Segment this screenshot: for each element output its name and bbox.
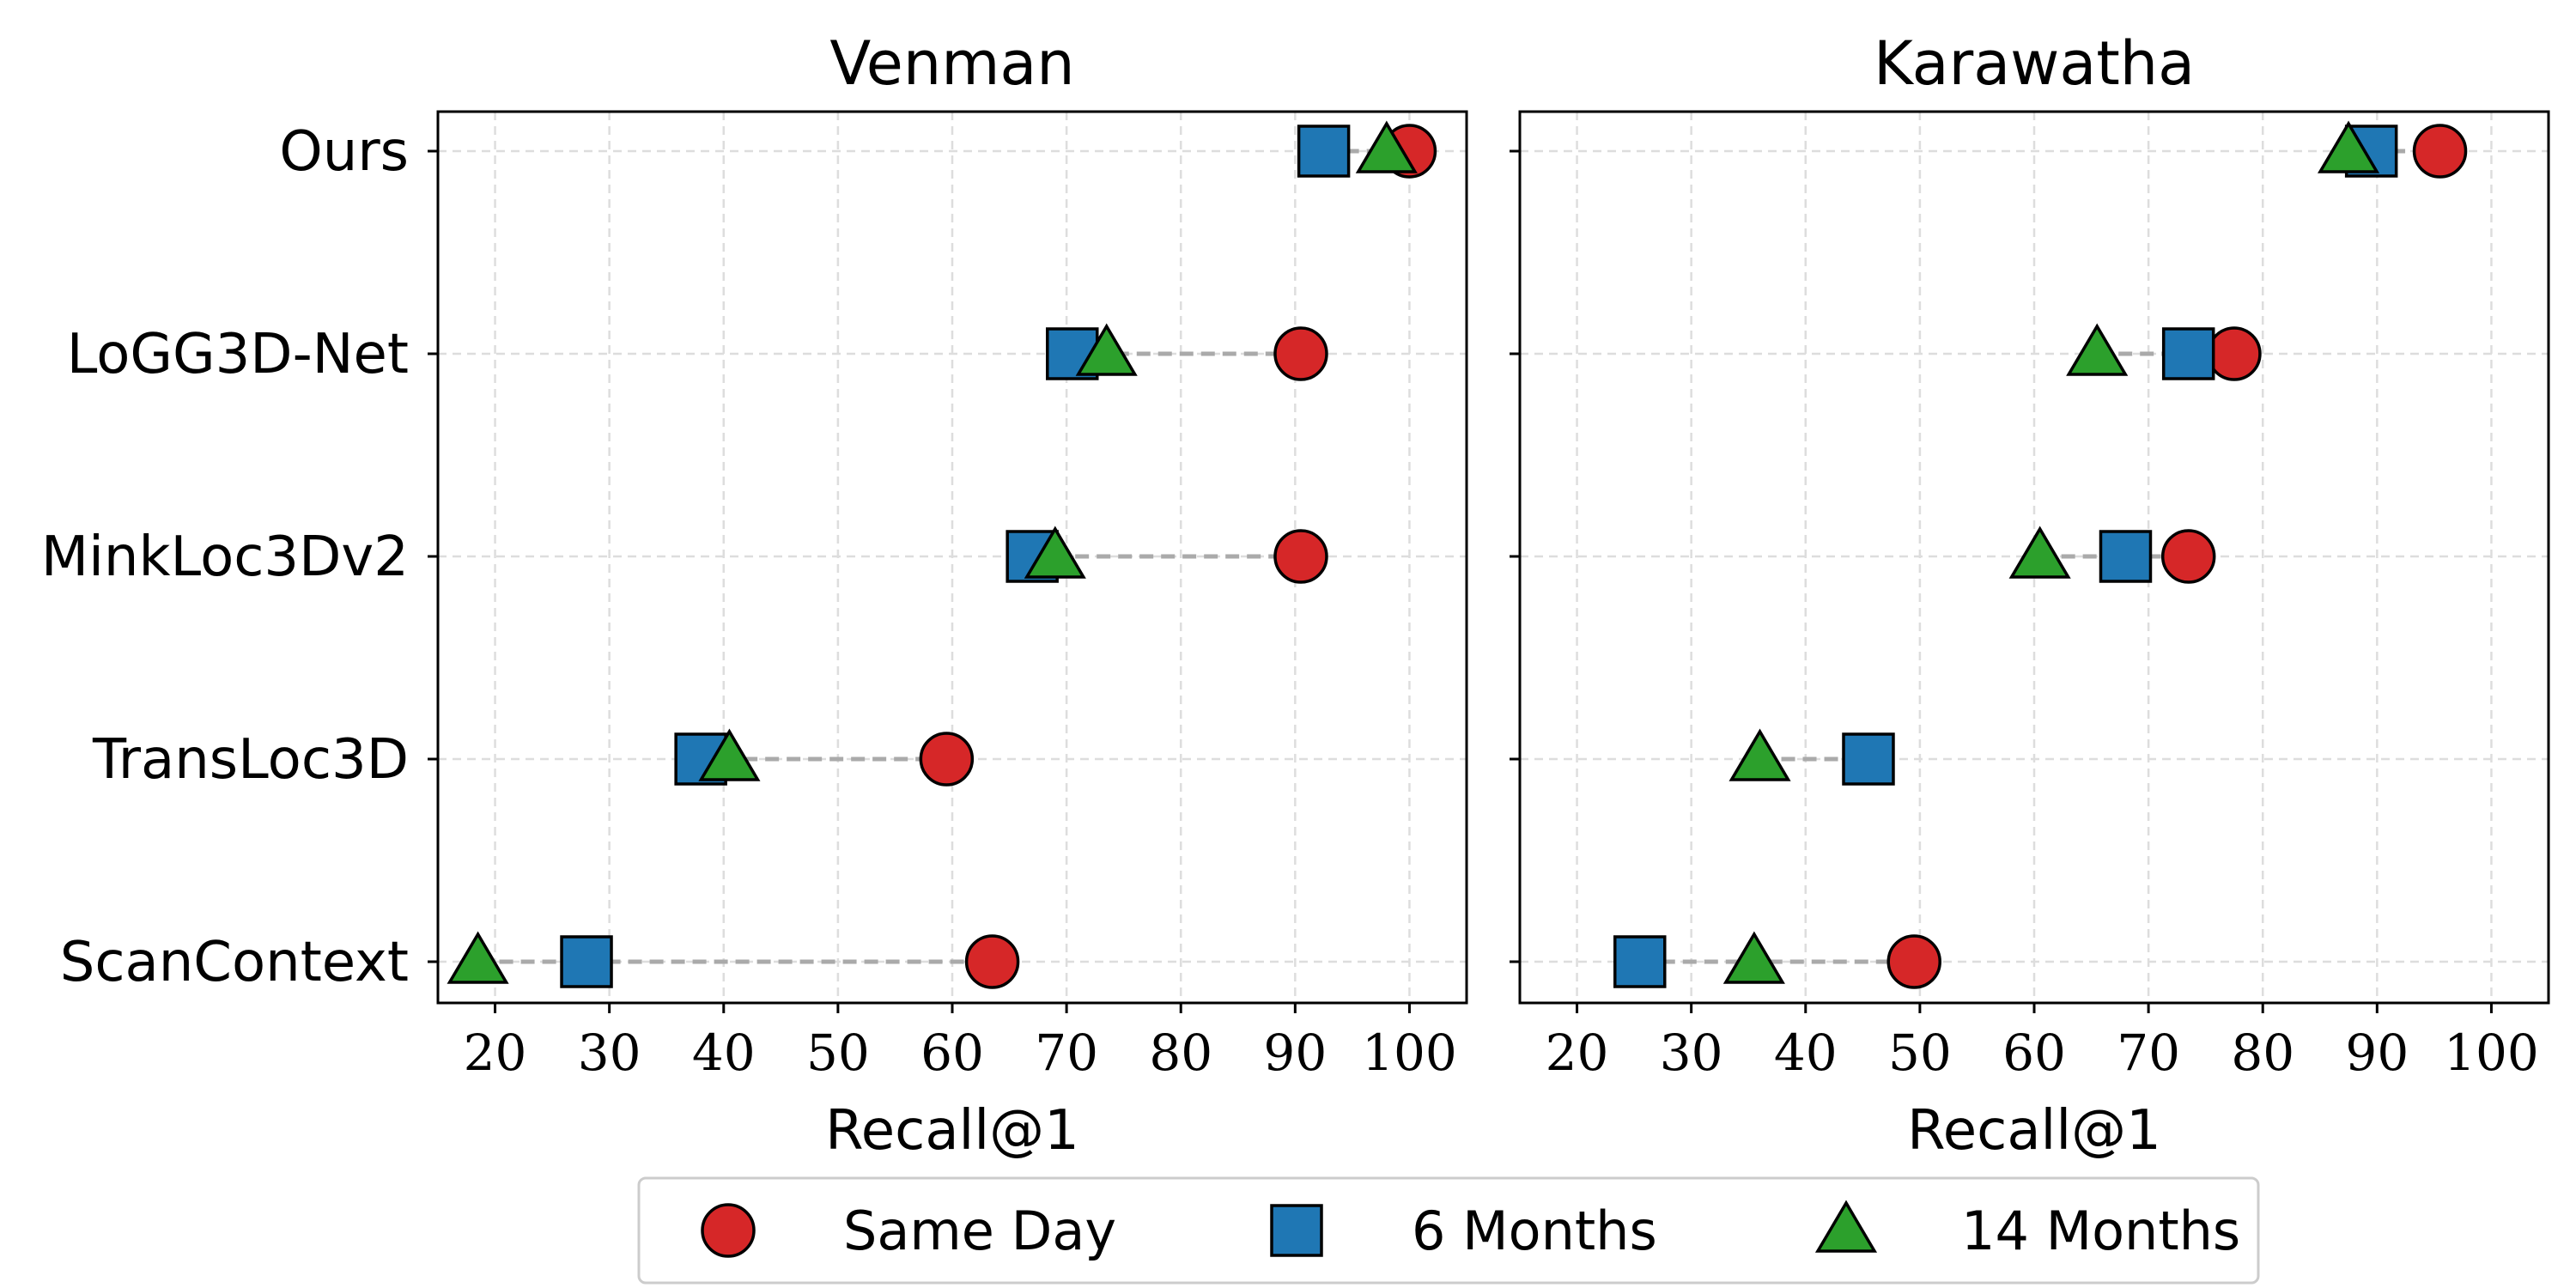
point-circle [1273, 326, 1328, 381]
point-circle [2412, 124, 2468, 179]
category-label: TransLoc3D [92, 728, 409, 792]
point-triangle [698, 728, 761, 781]
point-circle [964, 934, 1020, 989]
legend-box [637, 1176, 2260, 1285]
point-square [2161, 327, 2215, 380]
x-tick-label: 60 [2002, 1024, 2066, 1082]
point-triangle [447, 931, 509, 984]
x-tick-label: 20 [1546, 1024, 1609, 1082]
legend-label: Same Day [843, 1200, 1116, 1262]
x-tick-label: 100 [2444, 1024, 2539, 1082]
category-label: MinkLoc3Dv2 [41, 526, 409, 589]
panel-karawatha: 20 30 40 50 60 70 80 90 100 Karawatha Recall@1 [1510, 28, 2550, 1163]
point-square [2099, 530, 2153, 583]
x-tick-label: 50 [1888, 1024, 1952, 1082]
point-triangle [1024, 526, 1086, 579]
x-tick-label: 70 [1035, 1024, 1098, 1082]
x-tick-label: 100 [1362, 1024, 1457, 1082]
point-triangle [2066, 323, 2129, 376]
point-triangle [1355, 120, 1418, 173]
x-tick-label: 20 [464, 1024, 527, 1082]
x-tick-label: 80 [2231, 1024, 2294, 1082]
point-square [1297, 125, 1351, 178]
chart-title: Venman [829, 28, 1074, 99]
x-tick-label: 30 [578, 1024, 641, 1082]
legend-triangle-marker [1814, 1200, 1878, 1253]
x-tick-label: 40 [692, 1024, 756, 1082]
x-tick-label: 30 [1660, 1024, 1723, 1082]
legend: Same Day 6 Months 14 Months [637, 1176, 2260, 1285]
point-triangle [1075, 323, 1138, 376]
category-label: ScanContext [60, 931, 409, 994]
point-square [560, 935, 613, 988]
x-tick-label: 80 [1149, 1024, 1212, 1082]
category-label: LoGG3D-Net [67, 323, 409, 386]
point-circle [1273, 529, 1328, 584]
category-label: Ours [279, 120, 409, 184]
legend-label: 6 Months [1412, 1200, 1657, 1262]
x-tick-label: 40 [1774, 1024, 1838, 1082]
point-triangle [2317, 120, 2380, 173]
x-tick-label: 70 [2117, 1024, 2180, 1082]
panel-venman: 20 30 40 50 60 70 80 90 100 Ours LoGG3D-Net MinkLoc… [41, 28, 1468, 1163]
chart-title: Karawatha [1874, 28, 2195, 99]
point-square [1613, 935, 1667, 988]
x-axis-label: Recall@1 [1907, 1099, 2161, 1163]
point-triangle [1722, 931, 1785, 984]
legend-circle-marker [701, 1203, 756, 1258]
point-circle [919, 732, 975, 787]
x-tick-label: 60 [920, 1024, 984, 1082]
legend-label: 14 Months [1961, 1200, 2240, 1262]
point-circle [1886, 934, 1941, 989]
point-circle [2160, 529, 2216, 584]
x-tick-label: 90 [2345, 1024, 2409, 1082]
legend-square-marker [1270, 1204, 1323, 1257]
x-tick-label: 90 [1263, 1024, 1327, 1082]
point-triangle [1728, 728, 1791, 781]
x-axis-label: Recall@1 [825, 1099, 1079, 1163]
point-triangle [2008, 526, 2071, 579]
point-circle [2207, 326, 2262, 381]
x-tick-label: 50 [806, 1024, 870, 1082]
point-square [1842, 732, 1895, 786]
